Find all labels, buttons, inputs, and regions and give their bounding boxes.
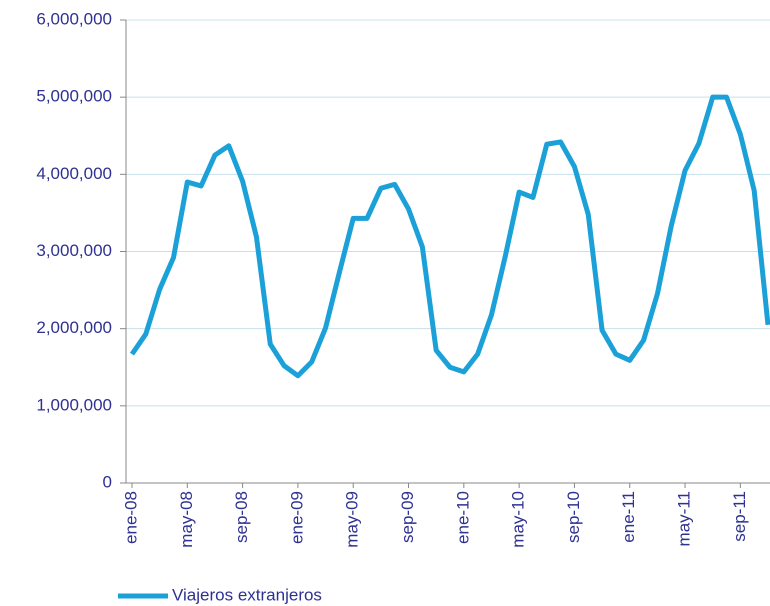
x-tick-label: ene-10	[453, 491, 472, 544]
y-tick-label: 4,000,000	[36, 164, 112, 183]
x-tick-label: may-08	[177, 491, 196, 548]
y-tick-label: 2,000,000	[36, 318, 112, 337]
x-tick-label: ene-08	[121, 491, 140, 544]
x-tick-label: sep-09	[398, 491, 417, 543]
y-tick-label: 1,000,000	[36, 395, 112, 414]
x-tick-label: may-11	[675, 491, 694, 546]
y-tick-label: 6,000,000	[36, 9, 112, 28]
y-tick-label: 3,000,000	[36, 241, 112, 260]
x-tick-label: may-10	[509, 491, 528, 548]
x-tick-label: ene-09	[287, 491, 306, 544]
x-tick-label: sep-11	[730, 491, 749, 542]
x-tick-label: ene-11	[619, 491, 638, 543]
data-line	[129, 94, 770, 379]
y-tick-label: 0	[103, 472, 112, 491]
y-tick-label: 5,000,000	[36, 87, 112, 106]
x-tick-label: sep-10	[564, 491, 583, 543]
legend-label: Viajeros extranjeros	[172, 585, 322, 604]
x-tick-label: may-09	[343, 491, 362, 548]
x-tick-label: sep-08	[232, 491, 251, 543]
